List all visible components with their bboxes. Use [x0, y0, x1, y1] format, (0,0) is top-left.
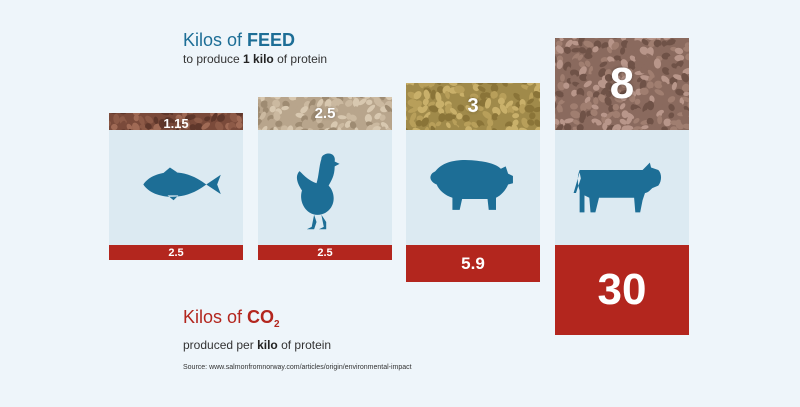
feed-bar-cow: 8: [555, 38, 689, 130]
feed-subtitle: to produce 1 kilo of protein: [183, 52, 327, 66]
feed-subtitle-emphasis: 1 kilo: [243, 52, 274, 66]
co2-bar-chicken: 2.5: [258, 245, 392, 260]
chicken-icon: [296, 153, 340, 230]
source-note: Source: www.salmonfromnorway.com/article…: [183, 364, 412, 371]
column-pig: 3 5.9: [406, 83, 540, 282]
feed-title-main: Kilos of FEED: [183, 30, 327, 50]
feed-subtitle-before: to produce: [183, 52, 244, 66]
feed-pellets-image: [555, 38, 689, 130]
co2-title: Kilos of CO2 produced per kilo of protei…: [183, 306, 331, 352]
pig-icon: [430, 159, 513, 210]
feed-bar-chicken: 2.5: [258, 97, 392, 130]
co2-subtitle: produced per kilo of protein: [183, 338, 331, 352]
co2-bar-cow: 30: [555, 245, 689, 335]
co2-value-label: 5.9: [461, 253, 485, 273]
co2-subtitle-after: of protein: [277, 338, 332, 352]
animal-panel-chicken: [258, 130, 392, 245]
co2-bar-pig: 5.9: [406, 245, 540, 282]
animal-panel-salmon: [109, 130, 243, 245]
feed-title: Kilos of FEED to produce 1 kilo of prote…: [183, 30, 327, 66]
co2-bar-salmon: 2.5: [109, 245, 243, 260]
feed-subtitle-after: of protein: [273, 52, 328, 66]
feed-bar-pig: 3: [406, 83, 540, 130]
feed-value-label: 2.5: [314, 105, 336, 122]
co2-title-emphasis: CO2: [247, 307, 280, 330]
co2-subtitle-before: produced per: [183, 338, 258, 352]
column-cow: 8 30: [555, 38, 689, 335]
co2-title-subscript: 2: [274, 319, 280, 330]
feed-bar-salmon: 1.15: [109, 113, 243, 130]
fish-icon: [143, 167, 221, 201]
feed-value-label: 3: [467, 95, 479, 117]
feed-pellets-image: [258, 97, 392, 130]
feed-pellets-image: [109, 113, 243, 130]
co2-value-label: 2.5: [317, 246, 333, 259]
animal-panel-pig: [406, 130, 540, 245]
co2-value-label: 30: [597, 265, 647, 314]
co2-value-label: 2.5: [168, 246, 184, 259]
feed-value-label: 8: [609, 59, 635, 108]
co2-title-main: Kilos of CO2: [183, 306, 331, 336]
co2-subtitle-emphasis: kilo: [257, 338, 278, 352]
column-salmon: 1.15 2.5: [109, 113, 243, 260]
co2-title-co: CO: [247, 307, 275, 327]
animal-panel-cow: [555, 130, 689, 245]
feed-title-prefix: Kilos of: [183, 30, 248, 50]
column-chicken: 2.5 2.5: [258, 97, 392, 260]
feed-title-emphasis: FEED: [247, 30, 296, 50]
co2-title-prefix: Kilos of: [183, 307, 248, 327]
feed-pellets-image: [406, 83, 540, 130]
cow-icon: [573, 162, 662, 213]
feed-value-label: 1.15: [163, 116, 189, 130]
